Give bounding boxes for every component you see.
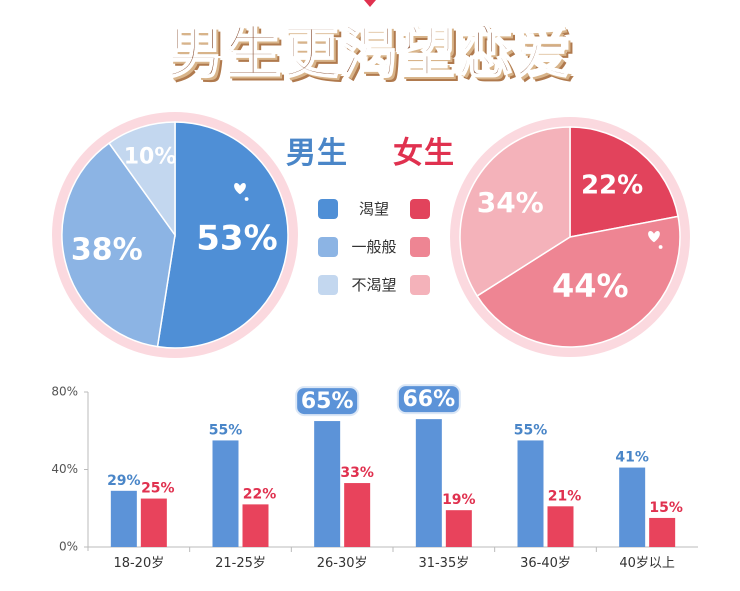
legend-swatch-male-eager [318, 199, 338, 219]
male-pie-label-0: 53% [196, 218, 277, 258]
page-title: 男生更渴望恋爱 [166, 20, 573, 87]
male-bar-label-1: 55% [209, 422, 243, 438]
y-tick-label-1: 40% [51, 462, 78, 476]
female-bar-0 [140, 498, 167, 547]
male-pie-label-2: 10% [124, 145, 177, 170]
male-bar-label-0: 29% [107, 473, 141, 489]
female-bar-5 [649, 517, 676, 547]
legend-label-not-eager: 不渴望 [351, 276, 397, 294]
legend-swatch-female-eager [410, 199, 430, 219]
female-bar-label-4: 21% [548, 488, 582, 504]
female-bar-label-5: 15% [649, 500, 683, 516]
female-bar-label-3: 19% [442, 492, 476, 508]
female-heart-icon-dot [658, 245, 663, 249]
male-bar-3 [415, 419, 442, 547]
female-pie-chart: 22% 44% 34% [450, 117, 690, 357]
y-tick-label-0: 0% [59, 540, 78, 554]
female-pie-slice-1 [476, 215, 681, 348]
male-pie-chart: 53% 38% 10% [52, 112, 298, 358]
female-pie-label-1: 44% [552, 267, 629, 305]
male-bar-label-5: 41% [615, 450, 649, 466]
female-pie-slice-0 [569, 126, 679, 238]
male-highlight-pill-3 [396, 384, 461, 415]
male-bar-0 [110, 490, 137, 547]
male-pie-slice-1 [61, 142, 176, 348]
y-tick-label-2: 80% [51, 385, 78, 399]
female-pie-slice-2 [459, 126, 571, 297]
male-bar-label-3: 66% [402, 387, 455, 412]
female-pie-label-0: 22% [581, 171, 643, 201]
x-category-label-2: 26-30岁 [317, 556, 368, 571]
male-bar-label-4: 55% [514, 422, 548, 438]
x-category-label-3: 31-35岁 [418, 556, 469, 571]
male-bar-4 [517, 440, 544, 547]
male-pie-slice-2 [108, 121, 176, 238]
male-heart-icon-dot [244, 197, 249, 201]
female-pie-label-2: 34% [477, 186, 544, 219]
female-bar-1 [242, 504, 269, 547]
x-category-label-1: 21-25岁 [215, 556, 266, 571]
female-bar-2 [344, 483, 371, 547]
legend-row-not-eager: 不渴望 [318, 272, 433, 310]
male-gender-label: 男生 [286, 136, 348, 171]
female-gender-label: 女生 [393, 136, 455, 171]
legend-swatch-female-not-eager [410, 275, 430, 295]
female-heart-icon [648, 230, 660, 243]
legend-label-eager: 渴望 [358, 200, 389, 218]
male-bar-1 [212, 440, 239, 547]
male-pie-slice-0 [156, 121, 289, 349]
female-bar-4 [547, 506, 574, 547]
title-marker-icon [364, 0, 376, 7]
male-pie-label-1: 38% [71, 233, 143, 268]
legend-swatch-male-not-eager [318, 275, 338, 295]
male-bar-2 [314, 421, 341, 547]
legend-label-neutral: 一般般 [351, 238, 397, 256]
female-bar-label-2: 33% [340, 465, 374, 481]
male-heart-icon [234, 182, 246, 195]
male-bar-label-2: 65% [301, 389, 354, 414]
x-category-label-5: 40岁以上 [619, 556, 675, 571]
legend-swatch-female-neutral [410, 237, 430, 257]
legend: 渴望 一般般 不渴望 [318, 196, 433, 310]
bar-axes: 0% 40% 80% 18-20岁 21-25岁 26-30岁 31-35岁 36-40岁 40… [51, 385, 698, 571]
legend-row-eager: 渴望 [318, 196, 433, 234]
female-bar-3 [445, 510, 472, 547]
legend-row-neutral: 一般般 [318, 234, 433, 272]
female-bar-label-1: 22% [243, 486, 277, 502]
female-bar-label-0: 25% [141, 481, 175, 497]
x-category-label-4: 36-40岁 [520, 556, 571, 571]
male-bar-5 [619, 467, 646, 547]
x-category-label-0: 18-20岁 [113, 556, 164, 571]
bar-marks: 29% 25% 55% 22% 65% 33% 66% 19% 55% 21% 41% 15% [107, 384, 683, 547]
male-highlight-pill-2 [295, 386, 360, 417]
legend-swatch-male-neutral [318, 237, 338, 257]
